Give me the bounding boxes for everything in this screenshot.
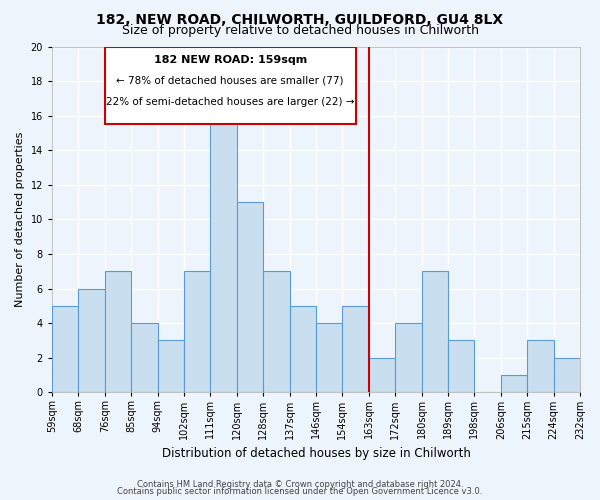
Text: 182 NEW ROAD: 159sqm: 182 NEW ROAD: 159sqm (154, 55, 307, 65)
Bar (369, 358, 395, 392)
Bar (422, 272, 448, 392)
Text: Contains public sector information licensed under the Open Government Licence v3: Contains public sector information licen… (118, 488, 482, 496)
Bar (79, 288, 105, 393)
Bar (527, 340, 554, 392)
X-axis label: Distribution of detached houses by size in Chilworth: Distribution of detached houses by size … (161, 447, 470, 460)
Text: Contains HM Land Registry data © Crown copyright and database right 2024.: Contains HM Land Registry data © Crown c… (137, 480, 463, 489)
Bar (395, 323, 422, 392)
Text: 182, NEW ROAD, CHILWORTH, GUILDFORD, GU4 8LX: 182, NEW ROAD, CHILWORTH, GUILDFORD, GU4… (97, 12, 503, 26)
Bar (501, 375, 527, 392)
Bar (184, 272, 211, 392)
Bar (263, 272, 290, 392)
Bar (105, 46, 356, 124)
Y-axis label: Number of detached properties: Number of detached properties (15, 132, 25, 307)
Bar (237, 202, 263, 392)
Bar (131, 323, 158, 392)
Bar (52, 306, 79, 392)
Bar (158, 340, 184, 392)
Bar (290, 306, 316, 392)
Bar (316, 323, 343, 392)
Bar (554, 358, 580, 392)
Bar (211, 116, 237, 392)
Bar (105, 272, 131, 392)
Bar (448, 340, 475, 392)
Text: ← 78% of detached houses are smaller (77): ← 78% of detached houses are smaller (77… (116, 76, 344, 86)
Text: 22% of semi-detached houses are larger (22) →: 22% of semi-detached houses are larger (… (106, 96, 355, 106)
Bar (343, 306, 369, 392)
Text: Size of property relative to detached houses in Chilworth: Size of property relative to detached ho… (121, 24, 479, 37)
